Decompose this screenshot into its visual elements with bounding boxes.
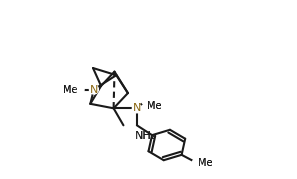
Text: Me: Me — [198, 158, 212, 168]
Text: Me: Me — [63, 84, 78, 95]
Text: Me: Me — [147, 101, 161, 111]
Text: N: N — [90, 84, 98, 95]
Text: NH₂: NH₂ — [135, 131, 156, 141]
Circle shape — [75, 85, 84, 94]
Text: N: N — [133, 103, 141, 113]
Circle shape — [141, 96, 150, 105]
Text: Me: Me — [198, 158, 212, 168]
Text: N: N — [90, 84, 98, 95]
Text: N: N — [133, 103, 141, 113]
Circle shape — [192, 158, 201, 167]
Circle shape — [130, 132, 139, 141]
Circle shape — [132, 104, 141, 113]
Circle shape — [89, 85, 98, 94]
Text: NH₂: NH₂ — [135, 131, 156, 141]
Text: Me: Me — [63, 84, 78, 95]
Text: Me: Me — [147, 101, 161, 111]
